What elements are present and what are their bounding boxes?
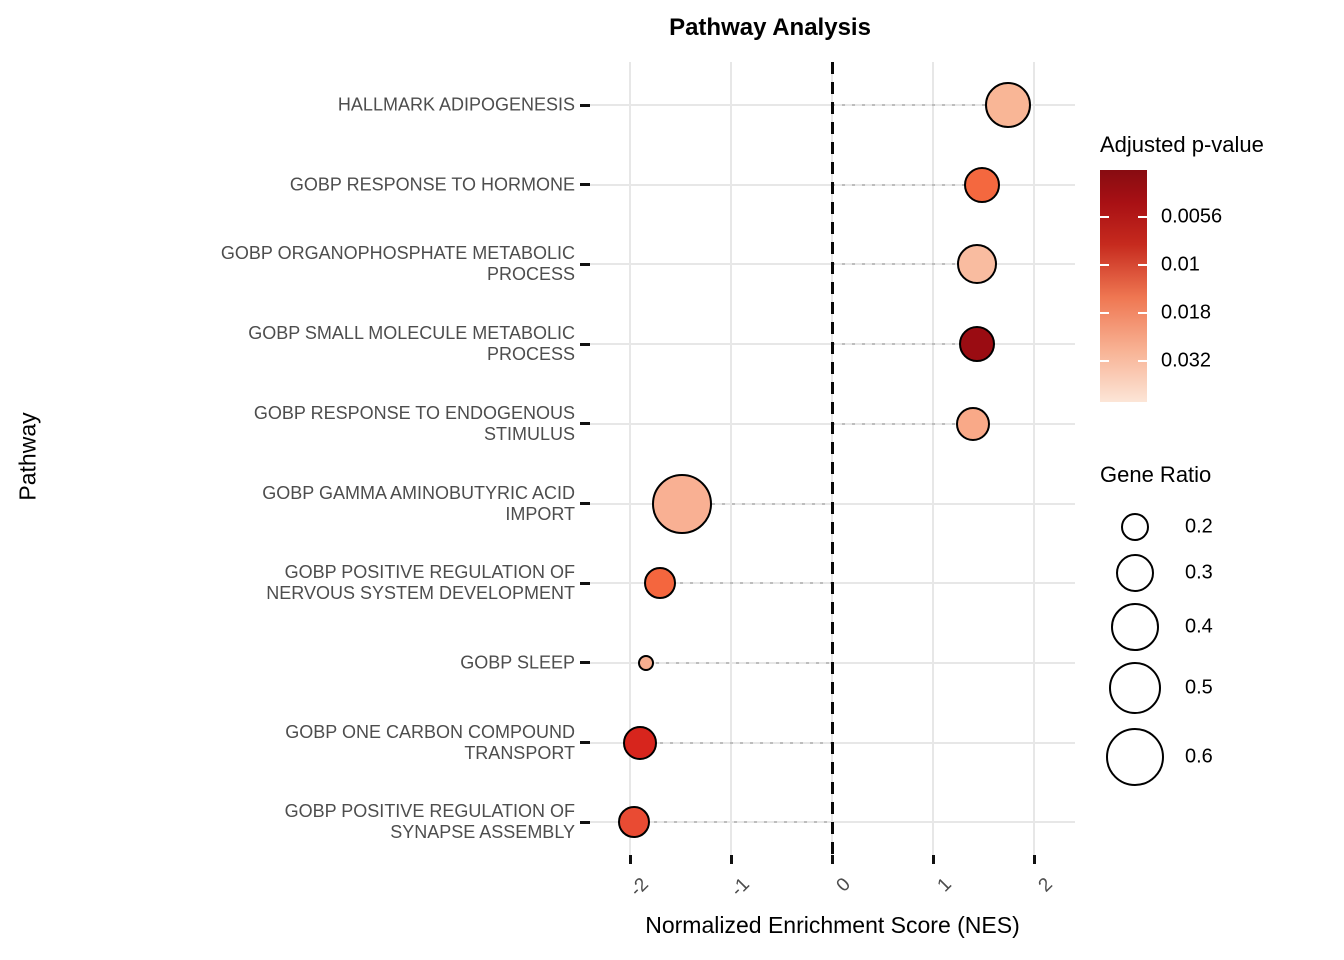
generatio-legend-label: 0.2: [1185, 515, 1213, 538]
y-axis-tick: [580, 262, 590, 266]
y-axis-label-pathway: GOBP SMALL MOLECULE METABOLIC PROCESS: [248, 323, 575, 365]
y-axis-label-pathway: GOBP RESPONSE TO HORMONE: [289, 174, 575, 195]
colorbar-tick: [1100, 216, 1109, 219]
x-axis-tick: [1032, 855, 1036, 864]
y-axis-tick: [580, 661, 590, 665]
colorbar-tick: [1100, 263, 1109, 266]
y-axis-title: Pathway: [14, 412, 41, 501]
x-axis-title: Normalized Enrichment Score (NES): [645, 912, 1020, 938]
y-axis-tick: [580, 502, 590, 505]
generatio-legend-circle: [1111, 603, 1159, 651]
lollipop-connector: [640, 741, 832, 744]
data-point-bubble: [618, 806, 651, 839]
y-axis-tick: [580, 820, 590, 824]
x-gridline: [932, 62, 934, 855]
x-axis-tick-label: -2: [626, 874, 653, 901]
data-point-bubble: [964, 166, 1001, 203]
colorbar-tick: [1100, 359, 1109, 362]
y-axis-label-pathway: GOBP SLEEP: [460, 652, 575, 673]
x-axis-tick: [729, 855, 733, 864]
y-axis-label-pathway: GOBP ONE CARBON COMPOUND TRANSPORT: [285, 721, 575, 763]
lollipop-connector: [832, 422, 974, 425]
y-axis-label-pathway: GOBP POSITIVE REGULATION OF SYNAPSE ASSEM…: [284, 801, 575, 843]
colorbar-tick: [1138, 216, 1147, 219]
generatio-legend-title: Gene Ratio: [1100, 462, 1212, 487]
x-axis-tick: [628, 855, 632, 864]
generatio-legend-circle: [1106, 728, 1164, 786]
colorbar-tick-label: 0.032: [1161, 349, 1212, 372]
data-point-bubble: [623, 725, 658, 760]
colorbar-tick: [1100, 311, 1109, 314]
generatio-legend-label: 0.5: [1185, 676, 1213, 699]
pvalue-colorbar: [1100, 170, 1147, 402]
lollipop-connector: [832, 343, 978, 346]
data-point-bubble: [956, 406, 991, 441]
y-axis-label-pathway: GOBP GAMMA AMINOBUTYRIC ACID IMPORT: [262, 482, 575, 524]
y-axis-label-pathway: GOBP POSITIVE REGULATION OF NERVOUS SYSTE…: [266, 562, 575, 604]
colorbar-tick: [1138, 263, 1147, 266]
x-axis-tick-label: 0: [832, 874, 855, 897]
x-axis-tick: [931, 855, 935, 864]
x-axis-tick-label: -1: [727, 874, 754, 901]
data-point-bubble: [638, 654, 655, 671]
y-axis-label-pathway: GOBP RESPONSE TO ENDOGENOUS STIMULUS: [253, 402, 575, 444]
generatio-legend-label: 0.3: [1185, 561, 1213, 584]
generatio-legend-label: 0.6: [1185, 745, 1213, 768]
lollipop-connector: [832, 183, 983, 186]
generatio-legend-circle: [1116, 554, 1154, 592]
x-gridline: [629, 62, 631, 855]
x-gridline: [730, 62, 732, 855]
y-axis-label-pathway: HALLMARK ADIPOGENESIS: [337, 94, 575, 115]
generatio-legend-circle: [1109, 662, 1161, 714]
y-axis-tick: [580, 581, 590, 585]
data-point-bubble: [644, 567, 677, 600]
colorbar-tick-label: 0.0056: [1161, 205, 1223, 228]
pvalue-legend-title: Adjusted p-value: [1100, 132, 1264, 157]
y-axis-tick: [580, 422, 590, 426]
plot-title: Pathway Analysis: [669, 14, 871, 41]
lollipop-connector: [646, 661, 832, 664]
colorbar-tick: [1138, 311, 1147, 314]
lollipop-connector: [832, 263, 978, 266]
data-point-bubble: [651, 473, 712, 534]
zero-reference-line: [830, 62, 834, 855]
x-gridline: [1033, 62, 1035, 855]
x-axis-tick: [830, 855, 834, 864]
x-axis-tick-label: 2: [1034, 874, 1057, 897]
y-axis-tick: [580, 342, 590, 346]
generatio-legend-label: 0.4: [1185, 615, 1213, 638]
lollipop-connector: [832, 104, 1008, 106]
data-point-bubble: [959, 326, 996, 363]
colorbar-tick-label: 0.01: [1161, 253, 1200, 276]
y-axis-label-pathway: GOBP ORGANOPHOSPHATE METABOLIC PROCESS: [220, 243, 575, 285]
data-point-bubble: [984, 82, 1031, 128]
generatio-legend-circle: [1121, 513, 1149, 541]
colorbar-tick-label: 0.018: [1161, 301, 1212, 324]
lollipop-connector: [681, 502, 832, 505]
y-axis-tick: [580, 103, 590, 107]
colorbar-tick: [1138, 359, 1147, 362]
lollipop-connector: [634, 821, 832, 824]
y-axis-tick: [580, 741, 590, 745]
x-axis-tick-label: 1: [933, 874, 956, 897]
data-point-bubble: [957, 244, 998, 285]
lollipop-connector: [660, 582, 832, 585]
y-axis-tick: [580, 183, 590, 187]
